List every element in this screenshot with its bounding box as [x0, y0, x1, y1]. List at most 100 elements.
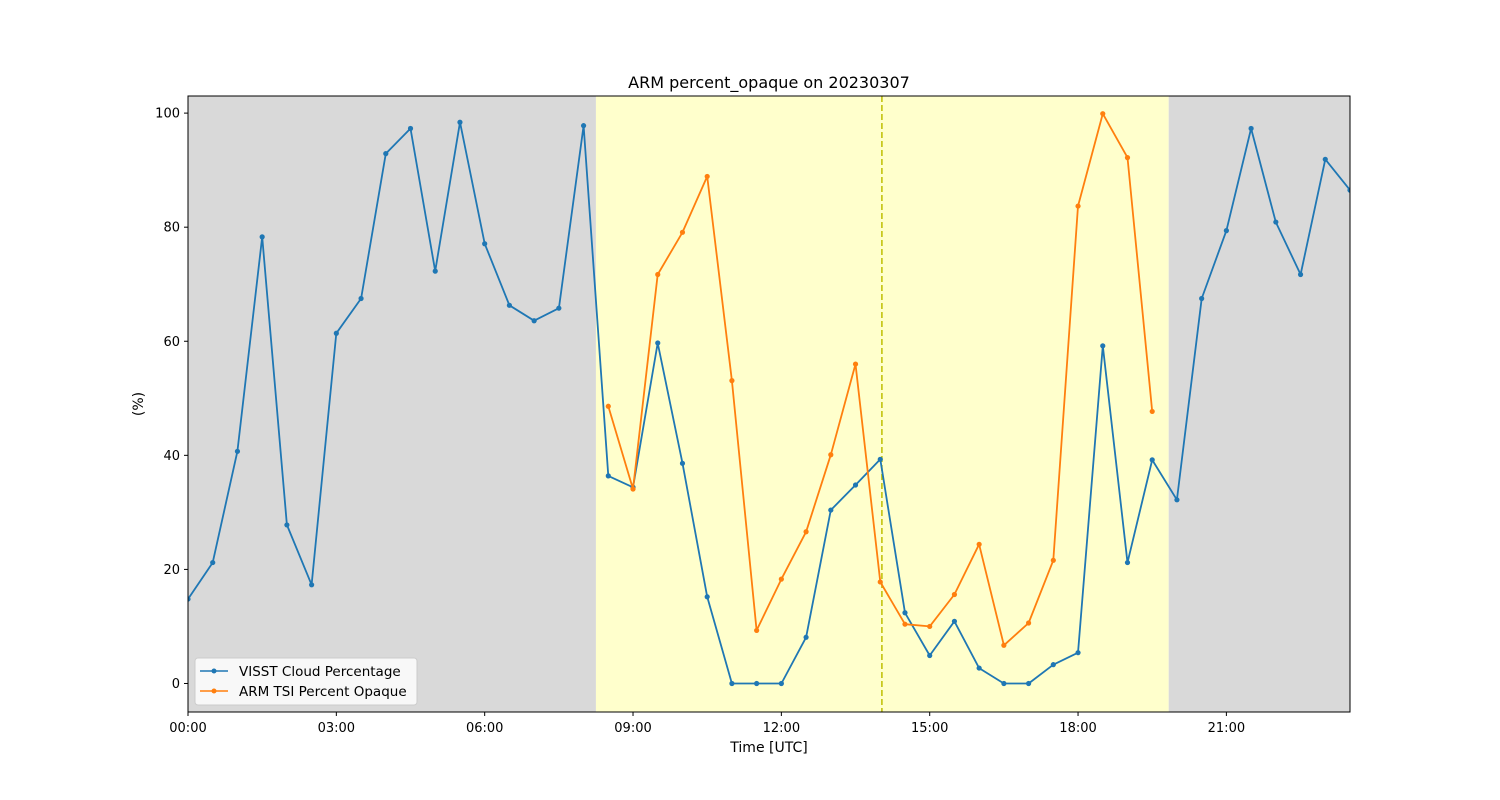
series-0-point-15: [556, 305, 562, 311]
x-tick-label-2: 06:00: [466, 721, 503, 736]
series-0-point-26: [828, 507, 834, 513]
series-0-point-19: [655, 340, 661, 346]
series-0-point-47: [1347, 187, 1350, 193]
series-0-point-6: [333, 330, 339, 336]
series-1-point-6: [754, 627, 760, 634]
legend-marker-visst: [211, 668, 217, 674]
y-tick-label-5: 100: [155, 107, 180, 122]
series-0-point-45: [1297, 271, 1304, 278]
series-1-point-18: [1050, 557, 1056, 563]
y-axis-label: (%): [131, 392, 147, 416]
series-0-point-7: [358, 295, 364, 302]
series-1-point-10: [852, 361, 859, 367]
x-axis: 00:00 03:00 06:00 09:00 12:00 15:00 18:00 21:00: [169, 712, 1245, 736]
series-1-point-3: [679, 229, 686, 235]
series-0-point-1: [210, 559, 216, 566]
series-0-point-5: [309, 582, 315, 588]
series-0-point-0: [188, 596, 191, 602]
series-0-point-14: [531, 318, 537, 324]
series-1-point-12: [902, 621, 908, 627]
x-tick-label-4: 12:00: [763, 721, 800, 736]
series-0-point-37: [1100, 343, 1106, 349]
x-tick-label-6: 18:00: [1059, 721, 1096, 736]
series-0-point-13: [506, 302, 513, 308]
legend-box: [194, 657, 418, 706]
series-1-point-11: [877, 579, 883, 585]
y-tick-label-3: 60: [163, 335, 180, 350]
series-0-point-36: [1075, 650, 1081, 656]
x-axis-label: Time [UTC]: [729, 740, 807, 756]
series-0-point-46: [1322, 156, 1328, 162]
series-1-point-4: [704, 173, 710, 180]
series-0-point-44: [1273, 219, 1279, 225]
series-0-point-12: [482, 241, 488, 247]
series-0-point-10: [432, 268, 438, 274]
series-0-point-22: [729, 680, 735, 687]
series-0-point-17: [605, 473, 611, 479]
y-tick-label-1: 20: [163, 563, 180, 578]
legend: VISST Cloud Percentage ARM TSI Percent O…: [194, 657, 418, 706]
series-1-point-21: [1124, 155, 1131, 161]
series-0-point-27: [852, 482, 859, 488]
series-0-point-29: [902, 610, 908, 616]
x-tick-label-1: 03:00: [318, 721, 355, 736]
series-1-point-17: [1025, 620, 1032, 626]
series-group: [188, 111, 1350, 687]
x-tick-label-7: 21:00: [1208, 721, 1245, 736]
series-1-point-5: [729, 378, 735, 384]
legend-label-visst: VISST Cloud Percentage: [239, 664, 401, 680]
series-0-point-16: [580, 123, 587, 129]
legend-label-tsi: ARM TSI Percent Opaque: [239, 684, 407, 700]
y-tick-label-4: 80: [163, 221, 180, 236]
series-1-point-1: [630, 486, 636, 492]
series-1-point-16: [1001, 642, 1007, 648]
series-1-point-20: [1100, 111, 1106, 117]
series-0-point-24: [778, 680, 784, 687]
series-0-point-2: [234, 448, 241, 454]
series-0-point-38: [1124, 559, 1131, 566]
y-tick-label-0: 0: [172, 677, 180, 692]
series-1-point-7: [778, 576, 784, 582]
series-0-point-9: [407, 125, 414, 132]
series-0-point-43: [1248, 125, 1254, 132]
series-1-point-22: [1149, 408, 1155, 415]
series-0-point-28: [877, 456, 883, 462]
shaded-region-2: [1168, 96, 1350, 712]
series-0-point-34: [1025, 680, 1032, 687]
series-0-point-21: [704, 594, 710, 600]
plot-frame: [187, 95, 1351, 713]
series-0-point-3: [259, 234, 265, 240]
chart-title: ARM percent_opaque on 20230307: [628, 73, 910, 93]
series-0-point-41: [1199, 295, 1205, 302]
series-1-point-15: [976, 541, 982, 547]
series-0-point-11: [457, 119, 463, 125]
shaded-region-0: [188, 96, 596, 712]
series-0-point-30: [927, 652, 933, 659]
x-tick-label-5: 15:00: [911, 721, 948, 736]
series-line-0: [188, 121, 1350, 685]
series-0-point-8: [383, 151, 389, 157]
shaded-regions: [188, 96, 1350, 712]
y-axis: 0 20 40 60 80 100: [155, 107, 188, 692]
series-1-point-19: [1075, 203, 1081, 209]
series-0-point-4: [284, 522, 290, 528]
series-0-point-23: [754, 680, 760, 687]
series-1-point-0: [605, 403, 611, 409]
y-tick-label-2: 40: [163, 449, 180, 464]
series-0-point-42: [1223, 228, 1229, 234]
x-tick-label-0: 00:00: [169, 721, 206, 736]
series-1-point-2: [655, 271, 661, 278]
legend-marker-tsi: [211, 688, 217, 694]
series-0-point-35: [1050, 662, 1056, 668]
series-1-point-8: [803, 529, 809, 535]
series-0-point-31: [951, 618, 958, 624]
series-1-point-9: [828, 452, 834, 458]
series-0-point-40: [1174, 497, 1180, 503]
series-0-point-32: [976, 665, 982, 671]
series-1-point-13: [927, 623, 933, 630]
series-1-point-14: [951, 591, 958, 598]
series-0-point-20: [679, 460, 686, 466]
series-0-point-25: [803, 634, 809, 640]
series-0-point-39: [1149, 457, 1155, 463]
